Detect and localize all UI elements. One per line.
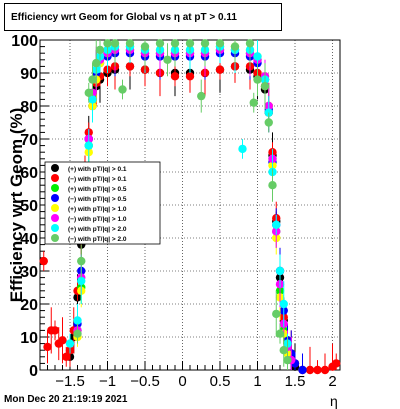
data-point [253, 52, 262, 61]
data-point [185, 39, 195, 48]
x-tick-label: 1 [253, 373, 261, 390]
x-tick-label: 2 [328, 373, 336, 390]
data-point [268, 181, 277, 190]
x-tick-label: −1.5 [55, 373, 85, 390]
y-tick-label: 30 [20, 264, 38, 281]
data-point [58, 336, 67, 345]
x-tick-label: −0.5 [130, 373, 160, 390]
data-point [155, 39, 165, 48]
data-point [320, 365, 330, 375]
chart-title: Efficiency wrt Geom for Global vs η at p… [11, 12, 237, 23]
data-point [43, 342, 52, 352]
legend-label: (−) with pT/|q| > 0.1 [68, 176, 127, 183]
x-tick-label: 0.5 [210, 373, 231, 390]
legend-label: (+) with pT/|q| > 0.5 [68, 186, 127, 193]
data-point [279, 346, 288, 355]
data-point [215, 39, 225, 48]
data-point [84, 141, 93, 150]
data-point [313, 365, 322, 375]
y-axis-label: Efficiency wrt Geom (%) [7, 108, 26, 303]
x-tick-label: −1 [99, 373, 116, 390]
data-point [279, 299, 288, 309]
data-point [77, 256, 86, 266]
y-tick-label: 20 [20, 297, 38, 314]
data-point [249, 98, 258, 107]
data-point [77, 276, 86, 286]
data-point [140, 42, 150, 51]
legend-marker [51, 164, 59, 172]
x-tick-label: 0 [178, 373, 186, 390]
data-point [230, 42, 240, 51]
y-tick-label: 10 [20, 330, 38, 347]
legend-marker [51, 214, 59, 222]
data-point [118, 85, 127, 94]
y-tick-label: 60 [20, 165, 38, 182]
legend-marker [51, 174, 59, 182]
data-point [200, 39, 210, 48]
y-tick-label: 70 [20, 132, 38, 149]
legend-marker [51, 184, 59, 192]
timestamp-footer: Mon Dec 20 21:19:19 2021 [4, 394, 128, 405]
data-point [260, 82, 270, 91]
x-tick-label: 1.5 [285, 373, 306, 390]
data-point [73, 329, 82, 338]
data-point [305, 365, 315, 375]
data-point [332, 359, 341, 368]
data-point [170, 72, 180, 81]
data-point [92, 58, 101, 68]
data-point [62, 352, 71, 361]
legend-marker [51, 204, 59, 212]
y-tick-label: 50 [20, 198, 38, 215]
y-tick-label: 40 [20, 231, 38, 248]
legend-marker [51, 234, 59, 242]
legend-label: (+) with pT/|q| > 0.1 [68, 166, 127, 173]
legend-label: (−) with pT/|q| > 0.5 [68, 196, 127, 203]
data-point [50, 326, 60, 335]
legend-label: (+) with pT/|q| > 2.0 [68, 226, 127, 233]
data-point [253, 75, 262, 84]
data-point [245, 39, 255, 48]
data-point [125, 39, 135, 48]
data-point [215, 65, 225, 74]
chart-title-box: Efficiency wrt Geom for Global vs η at p… [4, 3, 282, 31]
legend-marker [51, 194, 59, 202]
data-point [264, 118, 273, 127]
data-point [275, 329, 285, 338]
y-tick-label: 80 [20, 99, 38, 116]
data-point [125, 62, 135, 71]
data-point [170, 39, 180, 48]
x-axis-label: η [330, 393, 338, 409]
data-point [103, 39, 112, 48]
data-point [272, 220, 281, 229]
legend-label: (−) with pT/|q| > 2.0 [68, 236, 127, 243]
data-point [65, 339, 75, 348]
data-point [197, 91, 206, 101]
legend-marker [51, 224, 59, 232]
data-point [283, 355, 292, 365]
data-point [88, 95, 97, 104]
data-point [275, 266, 285, 276]
data-point [95, 45, 105, 55]
data-point [39, 256, 48, 266]
data-point [163, 55, 172, 64]
data-point [238, 144, 247, 154]
data-point [110, 39, 120, 48]
y-tick-label: 90 [20, 66, 38, 83]
data-point [84, 88, 93, 98]
data-point [298, 365, 307, 375]
legend-box [44, 161, 161, 245]
y-tick-label: 0 [29, 363, 38, 380]
y-tick-label: 100 [11, 33, 38, 50]
data-point [272, 309, 281, 319]
data-point [185, 72, 195, 81]
data-point [88, 75, 97, 84]
legend-label: (+) with pT/|q| > 1.0 [68, 206, 127, 213]
legend-label: (−) with pT/|q| > 1.0 [68, 216, 127, 223]
data-point [73, 316, 82, 325]
